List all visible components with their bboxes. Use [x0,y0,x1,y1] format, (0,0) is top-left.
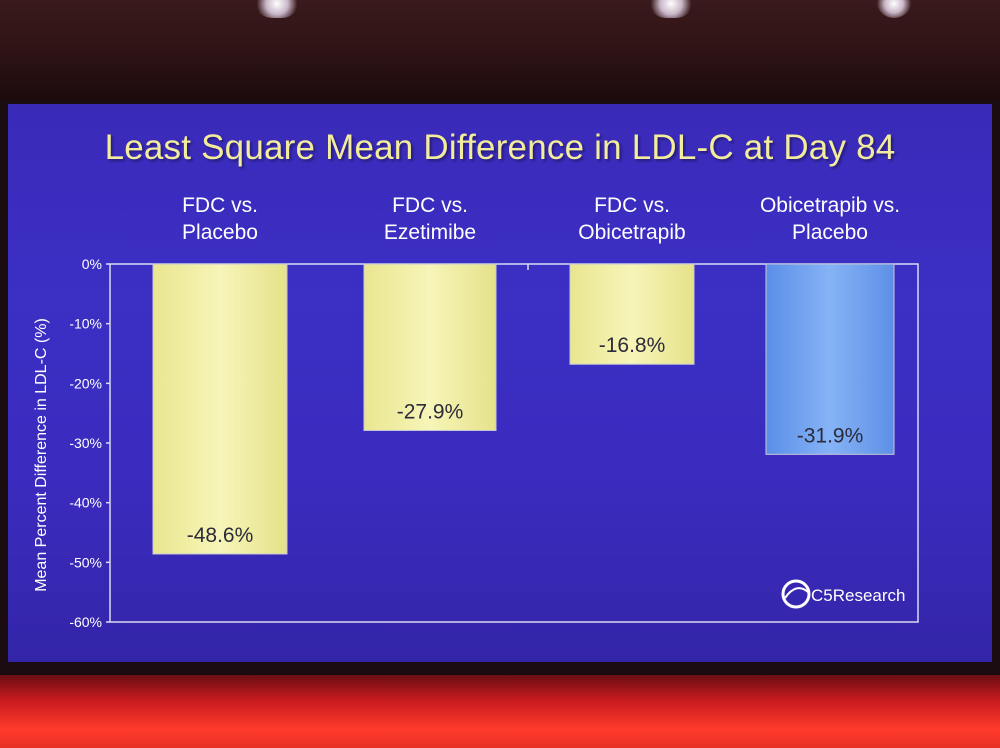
bar-2 [363,263,497,431]
ceiling-light-icon [254,0,300,18]
category-label-4-line1: Obicetrapib vs. [760,194,900,217]
room-ceiling [0,0,1000,100]
bar-chart: 0% -10% -20% -30% -40% -50% -60% Mean Percent D… [33,194,919,630]
category-label-4-line2: Placebo [792,221,868,244]
bar-4 [765,263,895,455]
y-tick-label: -30% [69,435,102,451]
data-label-3: -16.8% [599,334,666,357]
c5research-logo: C5Research [781,579,906,609]
y-tick-label: -50% [69,554,102,570]
data-label-4: -31.9% [797,424,864,447]
ceiling-light-icon [876,0,912,18]
y-axis-label: Mean Percent Difference in LDL-C (%) [33,318,50,592]
ceiling-light-icon [648,0,694,18]
presentation-slide: Least Square Mean Difference in LDL-C at… [8,104,992,662]
bar-3 [569,263,695,365]
category-label-1-line1: FDC vs. [182,194,258,217]
logo-text: C5Research [811,586,906,605]
category-label-2-line1: FDC vs. [392,194,468,217]
y-tick-label: -20% [69,375,102,391]
data-label-2: -27.9% [397,400,464,423]
category-label-3-line2: Obicetrapib [578,221,685,244]
category-label-2-line2: Ezetimibe [384,221,476,244]
category-label-1-line2: Placebo [182,221,258,244]
globe-arc [784,587,809,599]
stage-floor [0,675,1000,748]
y-tick-label: -40% [69,495,102,511]
bar-1 [152,263,288,555]
data-label-1: -48.6% [187,524,254,547]
category-label-3-line1: FDC vs. [594,194,670,217]
y-tick-label: -10% [69,316,102,332]
slide-title: Least Square Mean Difference in LDL-C at… [104,128,896,167]
y-tick-label: 0% [82,256,102,272]
globe-icon [781,579,811,609]
y-tick-label: -60% [69,614,102,630]
